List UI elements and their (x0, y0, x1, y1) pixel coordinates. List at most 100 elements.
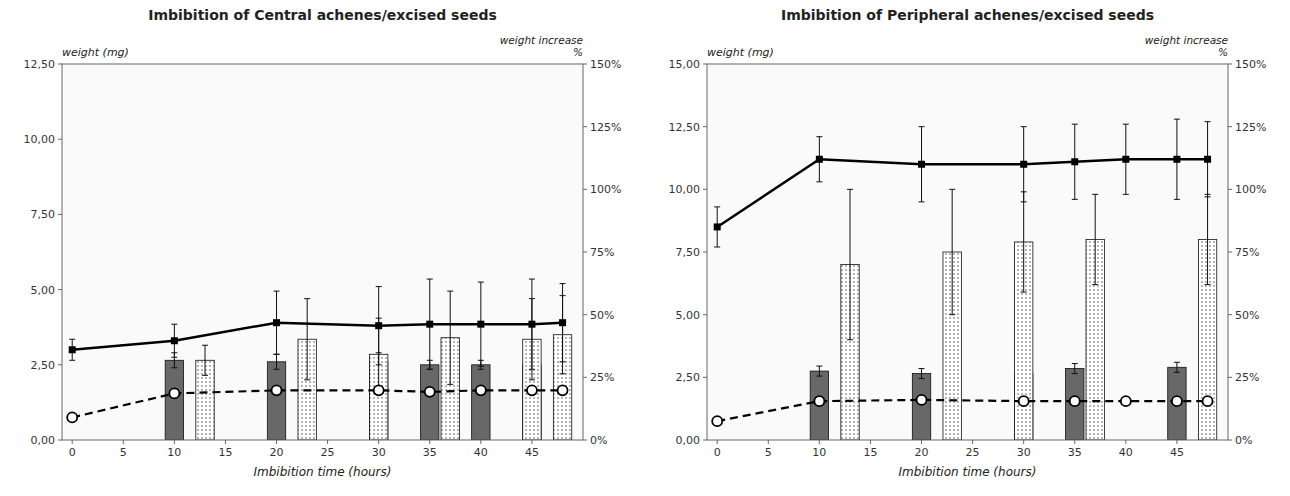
chart-title: Imbibition of Peripheral achenes/excised… (781, 7, 1154, 23)
x-tick-label: 15 (863, 446, 877, 459)
plot-frame (707, 64, 1228, 440)
error-bar (529, 279, 535, 369)
line (72, 323, 562, 350)
y-tick (58, 214, 62, 215)
x-tick-label: 10 (812, 446, 826, 459)
y2-tick (1228, 314, 1232, 315)
x-tick (327, 440, 328, 444)
x-tick-label: 35 (423, 446, 437, 459)
error-bar (202, 345, 208, 375)
marker (559, 319, 566, 326)
x-tick (174, 440, 175, 444)
y2-tick (1228, 126, 1232, 127)
y2-tick (583, 126, 587, 127)
y2-tick-label: 75% (590, 246, 614, 259)
y2-tick-label: 125% (590, 121, 621, 134)
y2-tick-label: 0% (590, 434, 607, 447)
bar (1168, 367, 1186, 440)
error-bar (69, 339, 75, 360)
panel: 0510152025303540450,002,505,007,5010,001… (24, 7, 622, 479)
marker (714, 223, 721, 230)
marker (374, 385, 384, 395)
y2-tick (1228, 252, 1232, 253)
x-axis-label: Imbibition time (hours) (899, 465, 1037, 479)
data-layer (67, 279, 572, 440)
marker (425, 387, 435, 397)
x-tick-label: 40 (474, 446, 488, 459)
y2-tick-label: 125% (1235, 121, 1266, 134)
y-tick (703, 377, 707, 378)
error-bar (427, 279, 433, 369)
marker (712, 416, 722, 426)
marker (1204, 156, 1211, 163)
marker (273, 319, 280, 326)
x-tick (123, 440, 124, 444)
x-tick-label: 0 (714, 446, 721, 459)
chart-title: Imbibition of Central achenes/excised se… (148, 7, 497, 23)
y-tick-label: 2,50 (676, 371, 701, 384)
line (72, 390, 562, 417)
x-tick (717, 440, 718, 444)
x-axis-label: Imbibition time (hours) (254, 465, 392, 479)
y-tick (58, 139, 62, 140)
bar (912, 374, 930, 440)
y2-axis-label-line: % (573, 46, 583, 58)
x-tick (429, 440, 430, 444)
error-bar (560, 284, 566, 362)
error-bar (447, 291, 453, 384)
x-tick (768, 440, 769, 444)
x-tick (1125, 440, 1126, 444)
x-tick (480, 440, 481, 444)
y2-tick (1228, 440, 1232, 441)
marker (477, 321, 484, 328)
x-tick-label: 5 (765, 446, 772, 459)
error-bar (376, 287, 382, 365)
marker (67, 412, 77, 422)
y-axis-label: weight (mg) (62, 46, 129, 59)
y2-axis-label-line: weight increase (1145, 34, 1228, 46)
y2-axis-label: weight increase% (1145, 34, 1228, 58)
y2-tick-label: 150% (1235, 58, 1266, 71)
bar (472, 365, 490, 440)
error-bar (1021, 127, 1027, 202)
marker (169, 388, 179, 398)
x-tick-label: 45 (525, 446, 539, 459)
error-bar (1174, 362, 1180, 372)
y2-tick-label: 50% (1235, 309, 1259, 322)
marker (171, 337, 178, 344)
y2-axis-label-line: weight increase (500, 34, 583, 46)
plot-background (707, 64, 1228, 440)
bar (1066, 369, 1084, 440)
marker (917, 395, 927, 405)
x-tick-label: 10 (167, 446, 181, 459)
marker (918, 161, 925, 168)
x-tick (225, 440, 226, 444)
error-bar (274, 354, 280, 369)
error-bar (1021, 192, 1027, 292)
x-tick (1074, 440, 1075, 444)
error-bar (1072, 364, 1078, 374)
y2-tick-label: 25% (590, 371, 614, 384)
marker (476, 385, 486, 395)
x-tick (531, 440, 532, 444)
line (717, 400, 1207, 421)
error-bar (816, 366, 822, 376)
x-tick (276, 440, 277, 444)
y-tick-label: 0,00 (31, 434, 56, 447)
x-tick-label: 15 (218, 446, 232, 459)
y2-tick-label: 75% (1235, 246, 1259, 259)
x-tick (972, 440, 973, 444)
plot-background (62, 64, 583, 440)
y-tick-label: 5,00 (31, 284, 56, 297)
marker (558, 385, 568, 395)
y-tick (703, 126, 707, 127)
y-tick-label: 2,50 (31, 359, 56, 372)
bar (165, 360, 183, 440)
y-tick-label: 15,00 (669, 58, 701, 71)
y-tick (703, 440, 707, 441)
error-bar (919, 127, 925, 202)
marker (1070, 396, 1080, 406)
y2-tick (583, 440, 587, 441)
y2-tick-label: 100% (1235, 183, 1266, 196)
marker (1173, 156, 1180, 163)
